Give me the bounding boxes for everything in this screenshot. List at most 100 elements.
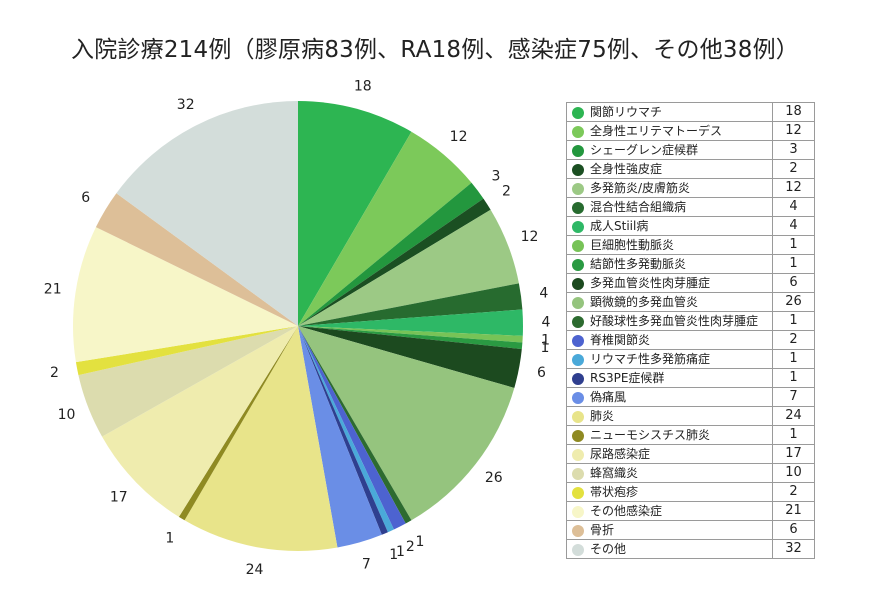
legend-swatch-cell — [566, 444, 589, 464]
legend-row: 偽痛風 7 — [566, 387, 815, 407]
legend-value: 2 — [772, 482, 815, 502]
slice-value-label: 7 — [362, 556, 371, 572]
slice-value-label: 18 — [354, 79, 372, 95]
legend-value: 1 — [772, 349, 815, 369]
legend-swatch-cell — [566, 197, 589, 217]
legend-label: 多発血管炎性肉芽腫症 — [589, 273, 773, 293]
slice-value-label: 1 — [541, 333, 550, 349]
pie-slice — [298, 326, 515, 521]
legend-label: 成人Stiil病 — [589, 216, 773, 236]
legend-swatch-cell — [566, 102, 589, 122]
legend-swatch-cell — [566, 482, 589, 502]
legend-label: 脊椎関節炎 — [589, 330, 773, 350]
legend-value: 12 — [772, 121, 815, 141]
legend-row: 帯状疱疹 2 — [566, 482, 815, 502]
legend-swatch-cell — [566, 273, 589, 293]
legend-swatch — [572, 258, 584, 271]
slice-value-label: 2 — [406, 539, 415, 555]
legend-value: 1 — [772, 368, 815, 388]
legend-value: 10 — [772, 463, 815, 483]
legend-value: 7 — [772, 387, 815, 407]
legend-row: 蜂窩織炎 10 — [566, 463, 815, 483]
slice-value-label: 12 — [450, 129, 468, 145]
legend-label: 尿路感染症 — [589, 444, 773, 464]
legend-row: 多発血管炎性肉芽腫症 6 — [566, 273, 815, 293]
legend-label: 蜂窩織炎 — [589, 463, 773, 483]
legend: 関節リウマチ 18 全身性エリテマトーデス 12 シェーグレン症候群 3 全身性強皮症 2 多発… — [566, 102, 815, 559]
pie-slice — [298, 326, 523, 350]
slice-value-label: 26 — [485, 470, 503, 486]
legend-value: 3 — [772, 140, 815, 160]
legend-value: 1 — [772, 235, 815, 255]
legend-swatch — [572, 182, 584, 195]
pie-slice — [75, 326, 299, 376]
legend-row: 全身性強皮症 2 — [566, 159, 815, 179]
legend-swatch — [572, 315, 584, 328]
legend-swatch — [572, 125, 584, 138]
pie-slice — [178, 326, 298, 521]
legend-swatch — [572, 505, 584, 518]
legend-swatch — [572, 144, 584, 157]
legend-row: 脊椎関節炎 2 — [566, 330, 815, 350]
chart-title: 入院診療214例（膠原病83例、RA18例、感染症75例、その他38例） — [71, 37, 799, 63]
legend-row: RS3PE症候群 1 — [566, 368, 815, 388]
legend-swatch — [572, 429, 584, 442]
legend-swatch — [572, 296, 584, 309]
pie-slice — [298, 182, 484, 326]
legend-value: 32 — [772, 539, 815, 559]
legend-label: 結節性多発動脈炎 — [589, 254, 773, 274]
legend-label: 骨折 — [589, 520, 773, 540]
legend-label: 全身性エリテマトーデス — [589, 121, 773, 141]
legend-swatch — [572, 391, 584, 404]
legend-swatch — [572, 353, 584, 366]
legend-swatch-cell — [566, 330, 589, 350]
slice-value-label: 4 — [539, 285, 548, 301]
legend-swatch-cell — [566, 311, 589, 331]
legend-value: 18 — [772, 102, 815, 122]
legend-swatch-cell — [566, 387, 589, 407]
legend-label: 全身性強皮症 — [589, 159, 773, 179]
legend-swatch-cell — [566, 235, 589, 255]
legend-swatch — [572, 467, 584, 480]
legend-swatch-cell — [566, 520, 589, 540]
legend-row: その他感染症 21 — [566, 501, 815, 521]
slice-value-label: 4 — [542, 314, 551, 330]
legend-swatch-cell — [566, 254, 589, 274]
slice-value-label: 1 — [396, 544, 405, 560]
pie-slice — [95, 193, 299, 326]
legend-swatch — [572, 220, 584, 233]
legend-label: その他感染症 — [589, 501, 773, 521]
legend-label: 偽痛風 — [589, 387, 773, 407]
legend-value: 17 — [772, 444, 815, 464]
slice-value-label: 1 — [389, 547, 398, 563]
pie-slice — [298, 198, 491, 326]
pie-slice — [184, 326, 338, 552]
legend-swatch-cell — [566, 463, 589, 483]
legend-value: 1 — [772, 425, 815, 445]
legend-row: シェーグレン症候群 3 — [566, 140, 815, 160]
legend-swatch-cell — [566, 292, 589, 312]
legend-row: その他 32 — [566, 539, 815, 559]
legend-swatch-cell — [566, 159, 589, 179]
slice-value-label: 17 — [110, 490, 128, 506]
legend-swatch-cell — [566, 501, 589, 521]
legend-value: 1 — [772, 311, 815, 331]
legend-label: 混合性結合組織病 — [589, 197, 773, 217]
legend-label: 巨細胞性動脈炎 — [589, 235, 773, 255]
legend-swatch — [572, 372, 584, 385]
legend-swatch-cell — [566, 406, 589, 426]
legend-label: ニューモシスチス肺炎 — [589, 425, 773, 445]
legend-swatch — [572, 334, 584, 347]
legend-row: リウマチ性多発筋痛症 1 — [566, 349, 815, 369]
slice-value-label: 2 — [502, 184, 511, 200]
legend-row: 骨折 6 — [566, 520, 815, 540]
legend-swatch-cell — [566, 349, 589, 369]
legend-label: リウマチ性多発筋痛症 — [589, 349, 773, 369]
legend-value: 1 — [772, 254, 815, 274]
legend-swatch — [572, 543, 584, 556]
slice-value-label: 1 — [541, 340, 550, 356]
legend-swatch — [572, 201, 584, 214]
legend-row: 全身性エリテマトーデス 12 — [566, 121, 815, 141]
legend-swatch — [572, 410, 584, 423]
